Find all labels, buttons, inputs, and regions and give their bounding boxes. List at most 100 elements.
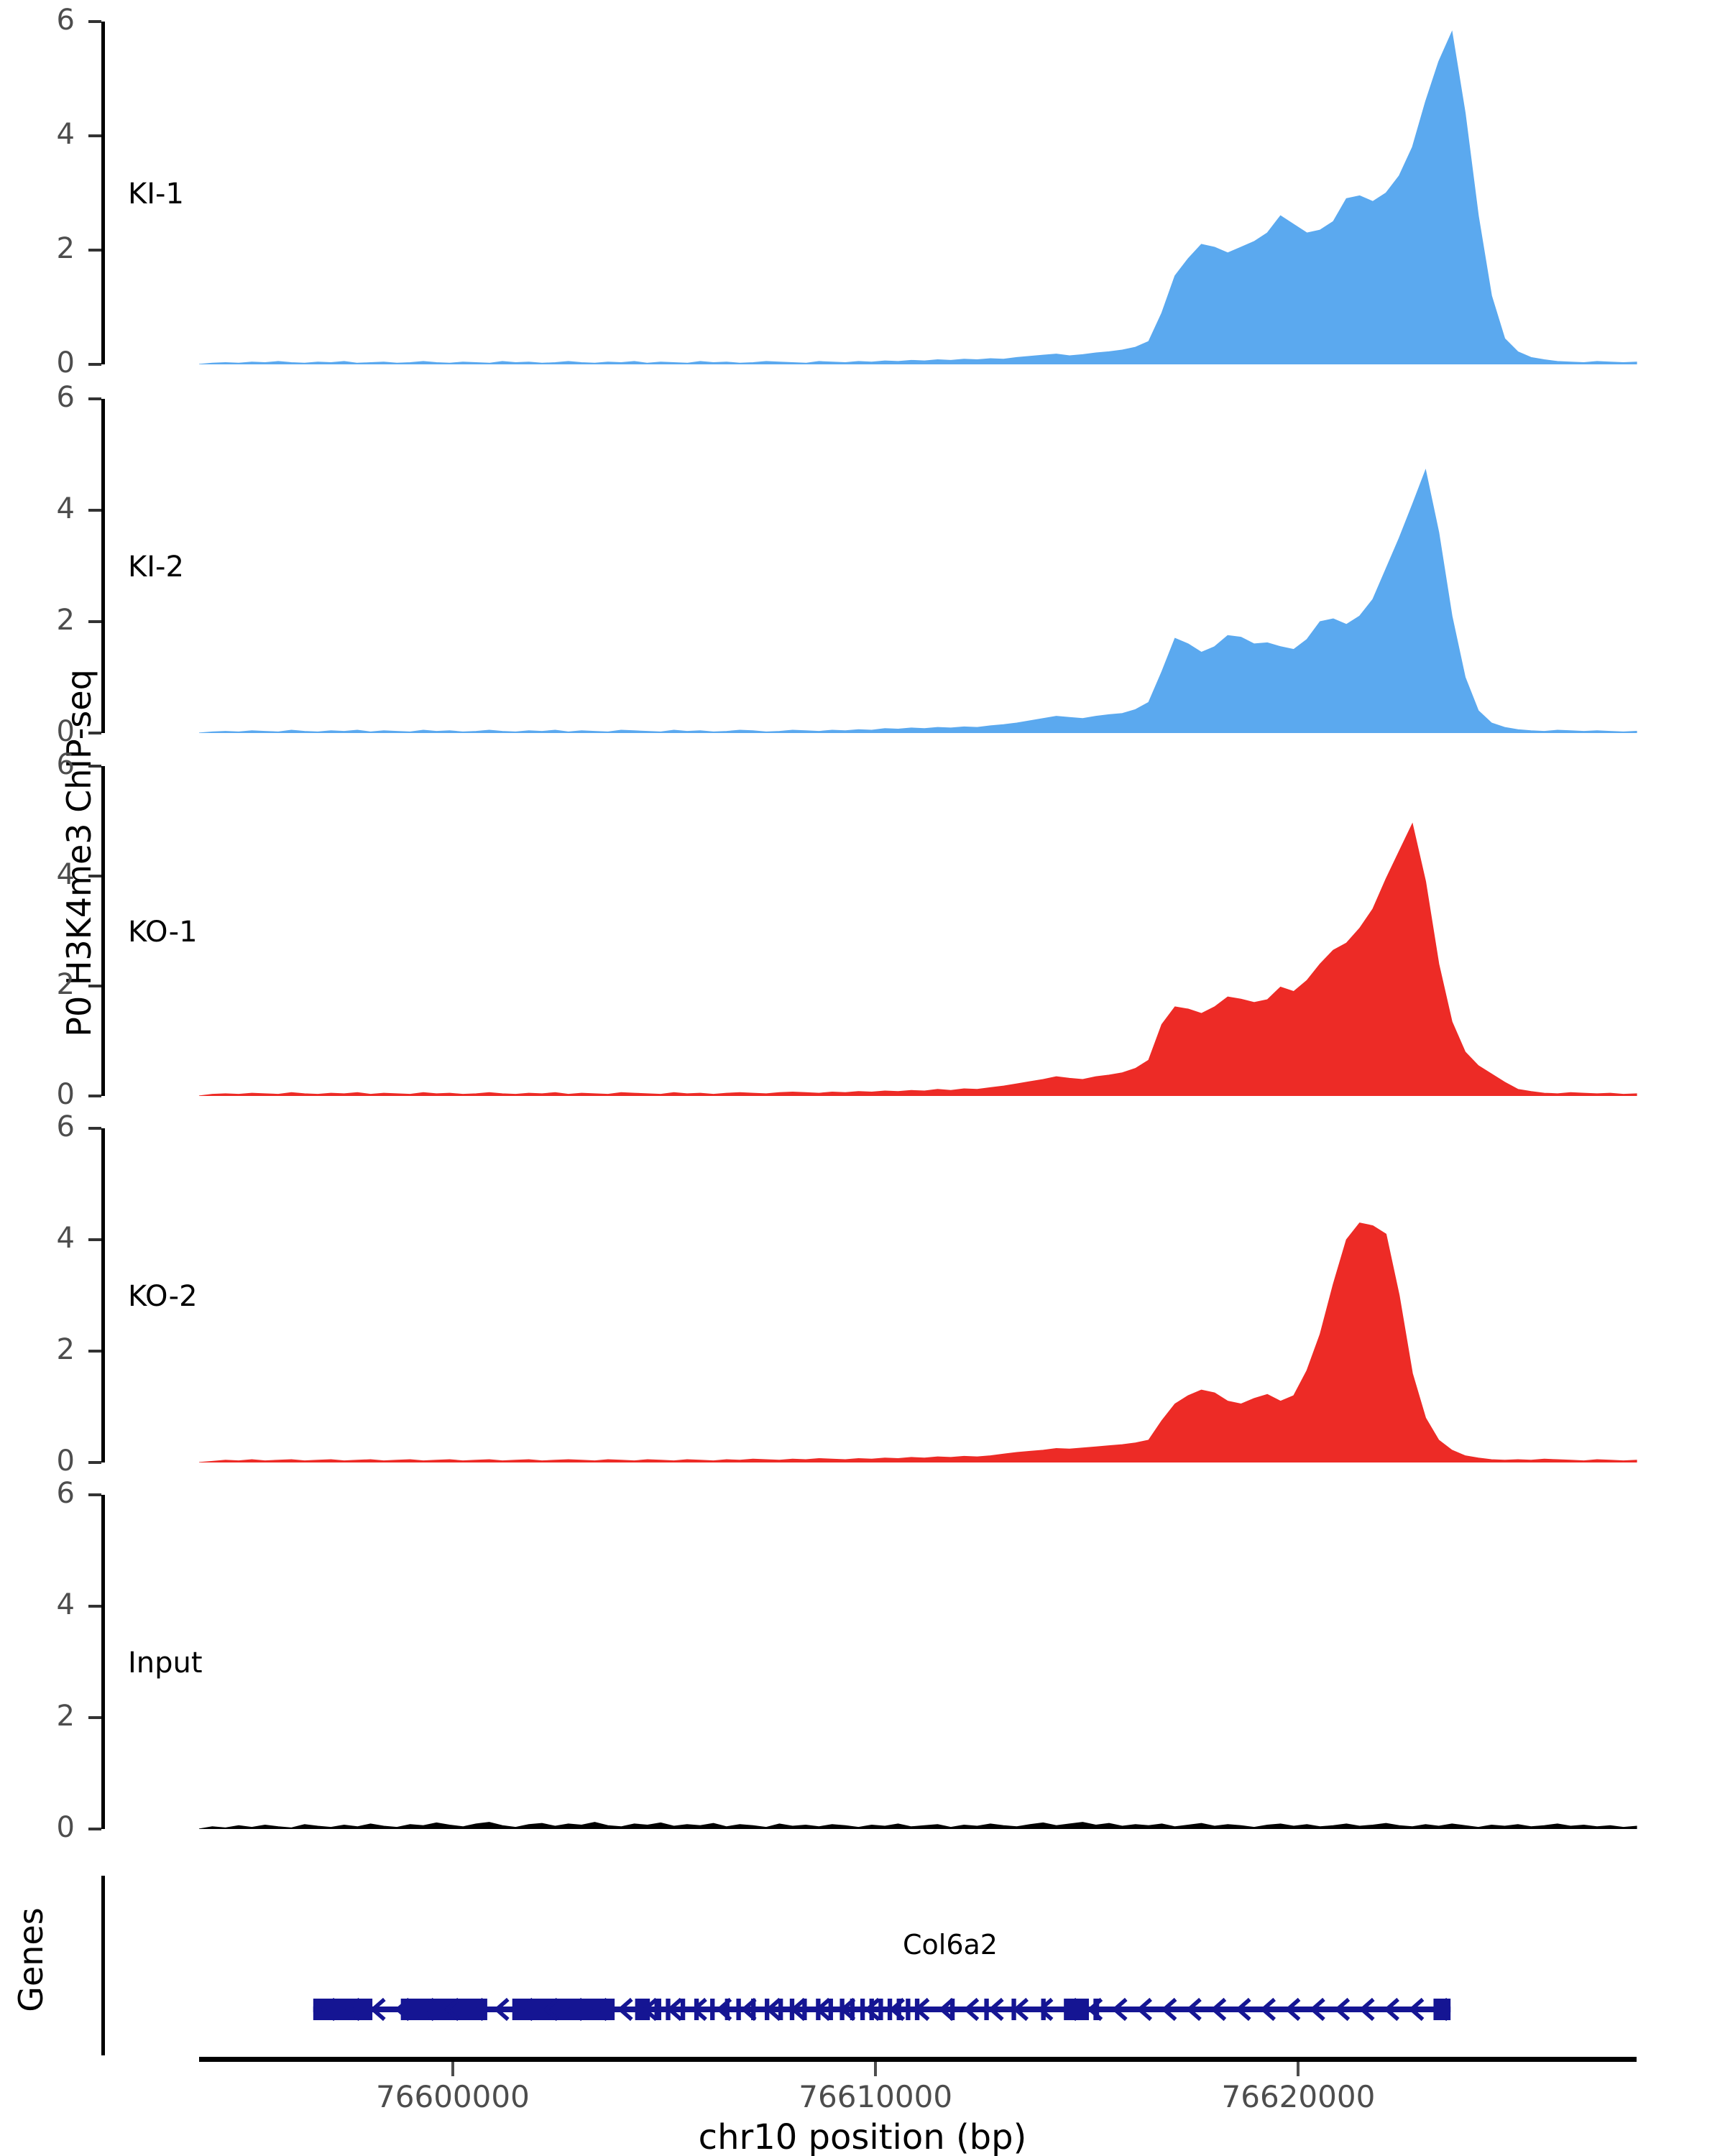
y-axis-line: [101, 766, 105, 1096]
gene-exon: [984, 1999, 989, 2020]
gene-exon: [860, 1999, 865, 2020]
y-tick: [88, 1095, 101, 1097]
y-tick: [88, 1605, 101, 1608]
gene-strand-arrow: [765, 1997, 782, 2022]
y-tick: [88, 875, 101, 877]
y-tick: [88, 1828, 101, 1830]
gene-exon: [654, 1999, 662, 2020]
y-tick: [88, 1127, 101, 1130]
gene-strand-arrow: [1284, 1997, 1301, 2022]
gene-exon: [949, 1999, 955, 2020]
gene-strand-arrow: [716, 1997, 732, 2022]
gene-strand-arrow: [1260, 1997, 1276, 2022]
track-panel-ko-1: 0 2 4 6 KO-1: [0, 750, 1725, 1109]
gene-strand-arrow: [369, 1997, 386, 2022]
gene-strand-arrow: [1408, 1997, 1425, 2022]
gene-exon: [680, 1999, 686, 2020]
y-axis-line: [101, 399, 105, 733]
gene-exon: [869, 1999, 874, 2020]
gene-exon: [906, 1999, 911, 2020]
gene-strand-arrow: [691, 1997, 707, 2022]
gene-strand-arrow: [814, 1997, 831, 2022]
gene-exon: [635, 1999, 650, 2020]
y-tick: [88, 620, 101, 623]
y-tick-label: 0: [56, 1811, 75, 1844]
x-axis-line: [199, 2057, 1637, 2062]
track-panel-input: 0 2 4 6 Input: [0, 1479, 1725, 1842]
y-tick: [88, 363, 101, 366]
track-label-input: Input: [128, 1646, 203, 1680]
gene-strand-arrow: [790, 1997, 806, 2022]
y-tick-label: 6: [56, 748, 75, 781]
gene-exon: [828, 1999, 833, 2020]
gene-exon: [736, 1999, 741, 2020]
y-tick: [88, 1238, 101, 1241]
y-tick-label: 2: [56, 1700, 75, 1733]
y-tick: [88, 509, 101, 512]
genes-axis-title: Genes: [12, 1907, 50, 2012]
y-tick-label: 4: [56, 1588, 75, 1621]
y-tick-label: 0: [56, 1078, 75, 1111]
track-panel-ki-2: 0 2 4 6 KI-2: [0, 383, 1725, 746]
track-label-ko-1: KO-1: [128, 915, 198, 949]
gene-strand-arrow: [1062, 1997, 1078, 2022]
gene-strand-arrow: [592, 1997, 609, 2022]
signal-area-ko-1: [198, 822, 1637, 1096]
y-tick: [88, 1493, 101, 1496]
gene-strand-arrow: [1309, 1997, 1325, 2022]
gene-strand-arrow: [518, 1997, 535, 2022]
gene-strand-arrow: [1013, 1997, 1029, 2022]
gene-exon: [816, 1999, 821, 2020]
gene-strand-arrow: [469, 1997, 485, 2022]
gene-exon: [887, 1999, 893, 2020]
gene-exon: [666, 1999, 671, 2020]
gene-strand-arrow: [914, 1997, 930, 2022]
y-tick: [88, 1350, 101, 1353]
gene-exon: [778, 1999, 783, 2020]
y-tick: [88, 985, 101, 987]
gene-strand-arrow: [443, 1997, 460, 2022]
gene-exon: [1093, 1999, 1100, 2020]
gene-exon: [878, 1999, 883, 2020]
gene-exon: [724, 1999, 730, 2020]
y-tick: [88, 134, 101, 137]
gene-exon: [765, 1999, 770, 2020]
gene-strand-arrow: [1136, 1997, 1153, 2022]
gene-strand-arrow: [988, 1997, 1004, 2022]
y-axis-line: [101, 1495, 105, 1829]
gene-exon: [802, 1999, 807, 2020]
y-tick: [88, 397, 101, 400]
y-tick-label: 6: [56, 1110, 75, 1143]
gene-strand-arrow: [1185, 1997, 1202, 2022]
y-tick-label: 0: [56, 346, 75, 379]
y-tick: [88, 732, 101, 734]
y-tick: [88, 1461, 101, 1464]
y-tick-label: 2: [56, 232, 75, 265]
y-tick-label: 2: [56, 604, 75, 637]
gene-strand-arrow: [1037, 1997, 1054, 2022]
gene-strand-arrow: [1111, 1997, 1128, 2022]
gene-intron-line: [313, 2007, 1451, 2012]
gene-strand-arrow: [1358, 1997, 1375, 2022]
y-tick: [88, 765, 101, 768]
y-tick-label: 4: [56, 492, 75, 525]
gene-exon: [694, 1999, 699, 2020]
gene-exon: [1041, 1999, 1046, 2020]
gene-exon: [400, 1999, 487, 2020]
gene-name-label: Col6a2: [903, 1929, 998, 1961]
gene-strand-arrow: [419, 1997, 436, 2022]
gene-strand-arrow: [889, 1997, 906, 2022]
gene-exon: [789, 1999, 795, 2020]
y-tick-label: 6: [56, 381, 75, 414]
gene-strand-arrow: [740, 1997, 757, 2022]
gene-strand-arrow: [320, 1997, 336, 2022]
gene-exon: [896, 1999, 901, 2020]
x-tick: [451, 2062, 454, 2076]
gene-exon: [840, 1999, 845, 2020]
y-tick-label: 4: [56, 118, 75, 151]
signal-area-ko-2: [198, 1222, 1637, 1462]
gene-strand-arrow: [1384, 1997, 1399, 2022]
x-axis-title: chr10 position (bp): [698, 2117, 1027, 2156]
gene-strand-arrow: [493, 1997, 510, 2022]
